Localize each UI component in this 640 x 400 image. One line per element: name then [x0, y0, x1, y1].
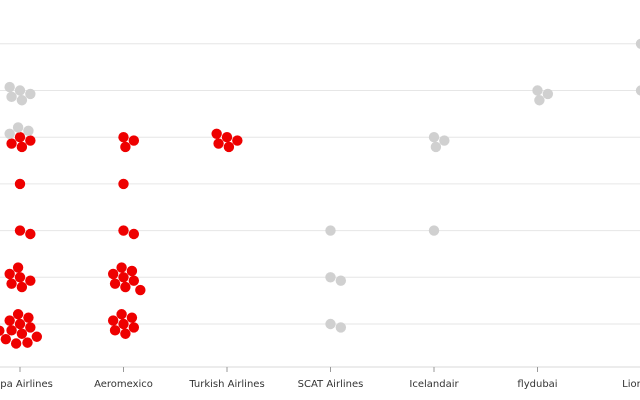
data-point	[109, 325, 121, 336]
x-tick-label: Lion Air	[622, 379, 640, 390]
data-point	[31, 331, 43, 342]
data-point	[23, 125, 34, 137]
data-point	[14, 272, 26, 283]
data-point	[116, 309, 127, 320]
data-point	[223, 141, 235, 153]
data-point	[128, 322, 140, 333]
data-point	[12, 309, 24, 320]
data-point	[428, 225, 440, 236]
data-point	[325, 272, 336, 283]
data-point	[534, 95, 545, 106]
data-point	[116, 262, 127, 273]
data-point	[16, 328, 28, 339]
data-point	[12, 262, 24, 273]
data-point	[430, 141, 442, 153]
data-point	[118, 272, 129, 283]
data-point	[4, 315, 15, 326]
data-point	[14, 225, 26, 236]
data-point	[126, 265, 138, 277]
data-point	[128, 275, 140, 286]
data-point	[118, 178, 129, 190]
data-point	[325, 225, 336, 236]
data-point	[109, 278, 121, 289]
data-point	[25, 135, 36, 146]
data-point	[0, 325, 5, 336]
data-point	[14, 178, 26, 190]
data-point	[128, 135, 140, 146]
data-point	[428, 132, 440, 143]
data-point	[120, 141, 131, 153]
data-point	[120, 281, 131, 293]
data-point	[25, 88, 36, 100]
data-point	[16, 141, 28, 153]
data-point	[211, 128, 222, 140]
data-point	[232, 135, 243, 146]
x-axis-ticks: Copa Airlines Aeromexico Turkish Airlines S…	[0, 367, 640, 390]
data-point	[16, 95, 28, 106]
x-tick-label: flydubai	[517, 379, 557, 390]
data-point	[128, 228, 140, 240]
data-point	[25, 275, 36, 286]
data-point	[335, 275, 347, 286]
data-point	[6, 278, 17, 289]
data-point	[118, 318, 129, 330]
data-point	[14, 85, 26, 96]
data-point	[6, 325, 17, 336]
data-point	[4, 128, 15, 140]
x-tick-label: Copa Airlines	[0, 379, 53, 390]
data-point	[10, 338, 22, 349]
data-point	[16, 281, 28, 293]
data-point	[213, 138, 224, 149]
data-point	[532, 85, 543, 96]
data-point	[22, 337, 33, 348]
x-tick-label: SCAT Airlines	[298, 379, 364, 390]
x-tick-label: Aeromexico	[94, 379, 153, 390]
data-point	[118, 132, 129, 143]
data-point	[118, 225, 129, 236]
data-point	[25, 228, 36, 240]
data-point	[14, 132, 26, 143]
data-point	[107, 268, 119, 280]
data-point	[6, 138, 17, 149]
x-tick-label: Icelandair	[409, 379, 459, 390]
data-point	[126, 312, 138, 323]
gridlines	[0, 43, 640, 325]
data-point	[12, 122, 24, 133]
x-tick-label: Turkish Airlines	[188, 379, 264, 390]
data-point	[135, 284, 146, 296]
data-point	[542, 88, 554, 100]
data-point	[25, 322, 36, 333]
data-point	[14, 318, 26, 330]
data-point	[335, 322, 347, 333]
data-point	[6, 91, 17, 103]
data-point	[221, 132, 233, 143]
data-point	[107, 315, 119, 326]
data-points	[0, 38, 640, 349]
data-point	[325, 318, 336, 330]
data-point	[23, 312, 34, 323]
data-point	[0, 333, 12, 345]
data-point	[635, 38, 640, 49]
data-point	[120, 328, 131, 339]
data-point	[4, 81, 15, 93]
data-point	[439, 135, 450, 146]
data-point	[4, 268, 15, 280]
data-point	[635, 85, 640, 96]
